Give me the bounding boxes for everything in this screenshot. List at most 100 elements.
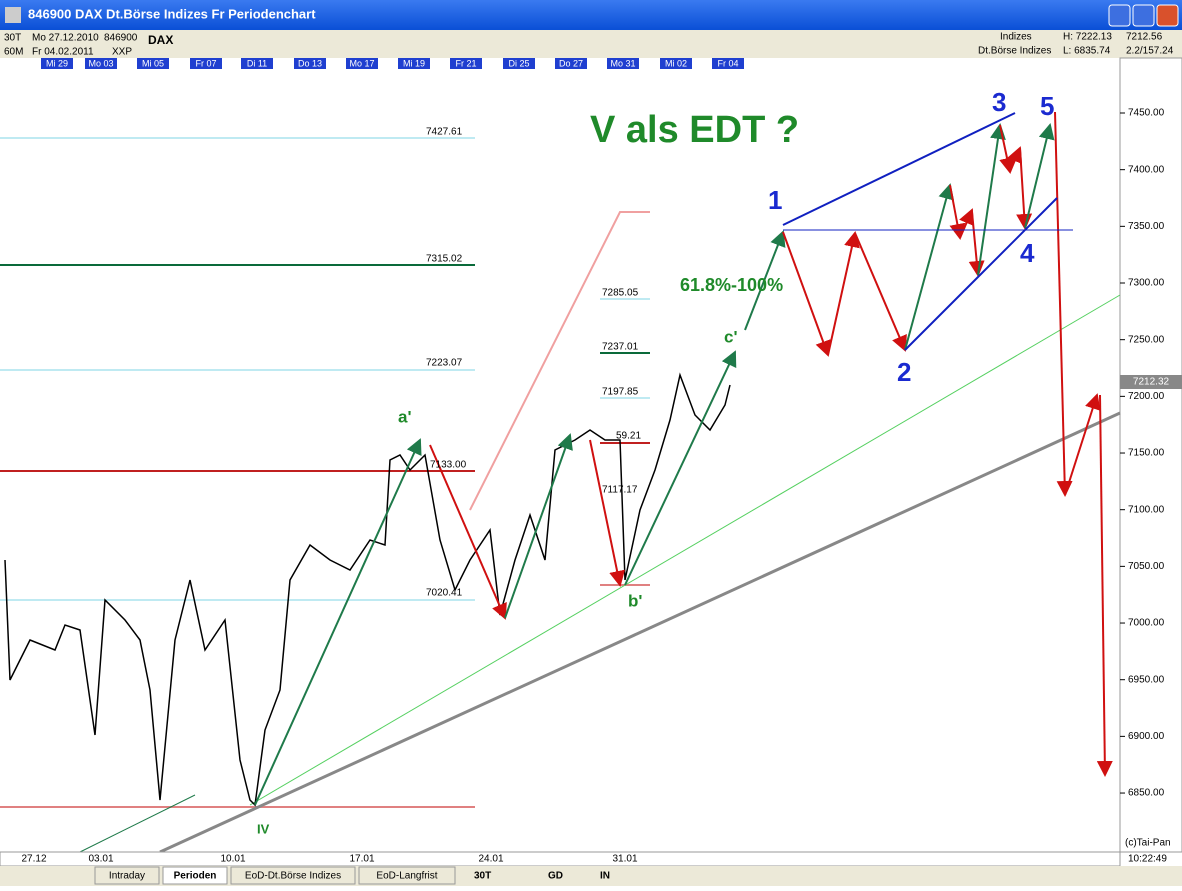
level-label: 7237.01 [602, 342, 639, 353]
time-label: 24.01 [478, 854, 503, 865]
maximize[interactable] [1132, 4, 1155, 27]
tab-label: Perioden [174, 871, 217, 882]
date-box [607, 58, 639, 69]
header-change: 2.2/157.24 [1126, 46, 1174, 57]
level-label: 7117.17 [602, 485, 638, 496]
header-last: 7212.56 [1126, 32, 1163, 43]
annotation: a' [398, 407, 412, 426]
annotation: V als EDT ? [590, 109, 799, 151]
date-box [555, 58, 587, 69]
toolbar-item: IN [600, 871, 610, 882]
date-label: Mi 02 [665, 58, 687, 68]
level-label: 7223.07 [426, 358, 463, 369]
trend-line [249, 294, 1121, 806]
header-date1: Mo 27.12.2010 [32, 33, 99, 44]
annotation: 61.8%-100% [680, 275, 783, 295]
date-box [190, 58, 222, 69]
copyright: (c)Tai-Pan [1125, 838, 1171, 849]
date-box [346, 58, 378, 69]
header-high: H: 7222.13 [1063, 32, 1112, 43]
date-label: Mo 03 [88, 58, 113, 68]
date-label: Fr 21 [455, 58, 476, 68]
toolbar-item: GD [548, 871, 563, 882]
clock: 10:22:49 [1128, 854, 1167, 865]
price-label: 7400.00 [1128, 164, 1165, 175]
header-name: DAX [148, 33, 173, 47]
time-label: 17.01 [349, 854, 374, 865]
date-box [398, 58, 430, 69]
level-label: 7315.02 [426, 254, 463, 265]
header-period1: 30T [4, 33, 21, 44]
tab[interactable] [230, 866, 356, 885]
date-box [712, 58, 744, 69]
window-title: 846900 DAX Dt.Börse Indizes Fr Periodenc… [28, 6, 316, 21]
chart-area [0, 58, 1120, 852]
date-label: Mo 17 [349, 58, 374, 68]
tab-label: EoD-Langfrist [376, 871, 437, 882]
date-label: Mi 29 [46, 58, 68, 68]
level-label: 59.21 [616, 431, 641, 442]
header-period2: 60M [4, 47, 23, 58]
close[interactable] [1156, 4, 1179, 27]
date-label: Fr 04 [717, 58, 738, 68]
level-label: 7133.00 [430, 460, 467, 471]
price-label: 7200.00 [1128, 391, 1165, 402]
date-box [660, 58, 692, 69]
title-bar [0, 0, 1182, 30]
header-group: Indizes [1000, 32, 1032, 43]
date-box [85, 58, 117, 69]
date-label: Di 11 [247, 58, 267, 68]
tab-label: EoD-Dt.Börse Indizes [245, 871, 341, 882]
price-label: 7350.00 [1128, 221, 1165, 232]
annotation: b' [628, 591, 642, 610]
annotation: 1 [768, 185, 782, 215]
price-label: 7300.00 [1128, 278, 1165, 289]
trend-line [159, 411, 1121, 854]
annotation: 4 [1020, 238, 1035, 268]
date-box [294, 58, 326, 69]
price-label: 7150.00 [1128, 448, 1165, 459]
minimize[interactable] [1108, 4, 1131, 27]
current-price-box [1120, 375, 1182, 389]
toolbar-item: 30T [474, 871, 491, 882]
date-label: Fr 07 [195, 58, 216, 68]
price-label: 7250.00 [1128, 334, 1165, 345]
tab[interactable] [94, 866, 160, 885]
price-axis-bg [1119, 57, 1182, 853]
price-label: 7000.00 [1128, 618, 1165, 629]
tab[interactable] [358, 866, 456, 885]
date-box [241, 58, 273, 69]
annotation: 2 [897, 357, 911, 387]
level-label: 7285.05 [602, 288, 639, 299]
date-box [137, 58, 169, 69]
price-bars [4, 372, 731, 807]
time-label: 31.01 [612, 854, 637, 865]
price-label: 7100.00 [1128, 504, 1165, 515]
date-label: Mi 05 [142, 58, 164, 68]
header-date2: Fr 04.02.2011 [32, 47, 94, 58]
date-label: Mi 19 [403, 58, 425, 68]
date-label: Mo 31 [610, 58, 635, 68]
price-label: 6850.00 [1128, 788, 1165, 799]
annotation: c' [724, 327, 738, 346]
date-box [503, 58, 535, 69]
wave-arrows [254, 111, 1113, 806]
header-market: Dt.Börse Indizes [978, 46, 1051, 57]
header-low: L: 6835.74 [1063, 46, 1111, 57]
window-buttons[interactable] [1108, 4, 1179, 27]
date-box [41, 58, 73, 69]
header-code: 846900 [104, 33, 138, 44]
annotation: IV [257, 821, 270, 836]
price-label: 7450.00 [1128, 108, 1165, 119]
level-label: 7197.85 [602, 387, 639, 398]
level-label: 7427.61 [426, 127, 463, 138]
levels [0, 137, 650, 808]
time-label: 10.01 [220, 854, 245, 865]
tab[interactable] [162, 866, 228, 885]
date-box [450, 58, 482, 69]
trend-line [79, 794, 196, 853]
projection-line [469, 211, 650, 511]
annotation: 3 [992, 87, 1006, 117]
